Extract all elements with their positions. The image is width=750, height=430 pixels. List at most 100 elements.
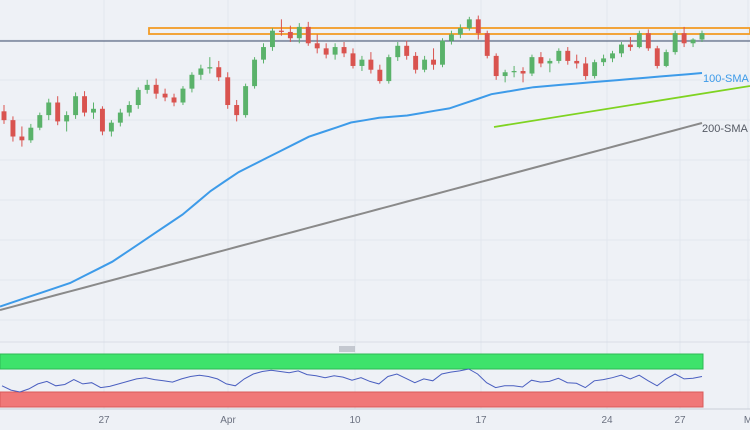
candle [91,102,96,119]
candle-body [520,71,526,74]
candle-body [619,44,624,54]
candle-body [350,53,356,66]
candle-body [1,111,7,121]
candle [431,48,436,70]
gridlines [0,0,750,409]
candle [252,57,258,89]
candle-body [234,105,240,116]
candle-body [502,72,508,77]
candle-body [654,48,660,66]
candle [520,67,526,83]
candle [448,30,454,45]
candle [601,54,607,66]
candle [323,43,329,59]
candle-body [636,33,642,48]
candle [189,72,195,93]
candle-body [117,112,123,123]
indicator-lower-zone [0,391,704,408]
candle [583,57,589,80]
candle-body [556,50,562,61]
candle [46,98,52,121]
candle-body [601,58,607,63]
candle-body [19,136,25,141]
candle [287,25,293,43]
candle [493,53,499,80]
candle-body [162,93,168,98]
candle-body [82,96,87,113]
candle-body [413,55,419,70]
candle-body [180,88,186,103]
candle-body [153,84,159,94]
candle [144,79,150,94]
candle-body [314,43,320,49]
candle-body [377,69,383,82]
candle [690,38,696,48]
resistance-zone [148,27,750,35]
candle-body [305,26,311,44]
candle-body [466,19,472,29]
candle-body [610,53,615,59]
candle [216,60,222,82]
candle-body [198,68,204,75]
candle-body [627,44,633,48]
candle [1,105,7,124]
x-axis-ticks: 27 Apr 10 17 24 27 M [98,415,750,426]
candle [440,38,445,68]
candle [261,43,266,64]
candle [198,64,204,80]
candle-body [91,108,96,113]
panel-resize-handle[interactable] [339,346,355,352]
candle-body [225,77,231,106]
candle [243,83,249,118]
candle [386,54,392,84]
candle [627,36,633,51]
indicator-upper-zone [0,353,704,370]
candle [350,48,356,69]
candle [207,57,213,74]
candle-body [583,63,589,77]
candle-body [699,33,705,40]
candle-body [216,67,222,78]
candle [270,28,275,51]
candle-body [457,28,463,35]
price-panel [0,0,750,342]
x-tick-label: Apr [220,415,236,426]
candle [162,88,168,102]
candle [574,54,580,69]
candle [672,30,678,55]
candle [538,52,544,68]
candle [180,86,186,106]
candle-body [386,57,392,82]
candle [565,47,571,65]
candle-body [55,102,61,122]
candle-body [296,26,302,39]
candle-body [207,67,213,69]
candle [126,101,132,117]
x-tick-label: 27 [98,415,110,426]
candle-body [359,59,365,66]
candle-body [278,30,284,32]
candle-body [108,122,114,132]
candle-body [189,74,195,89]
candle [466,16,472,31]
support-trendline [493,85,750,128]
candle-body [440,40,445,65]
candle [413,52,419,74]
sma-100-label: 100-SMA [703,73,750,85]
sma-200-label: 200-SMA [702,123,749,135]
candle-body [672,33,678,53]
candle-body [323,48,329,55]
candle-body [46,102,52,116]
candle-body [287,31,293,39]
candle [663,49,669,68]
candle [359,55,365,71]
candle-body [538,57,544,64]
candle-body [252,59,258,87]
candle-body [565,50,571,61]
candle [171,93,177,107]
candle [135,87,141,109]
candle-body [493,55,499,77]
candle-body [261,47,266,60]
candle [502,69,508,83]
